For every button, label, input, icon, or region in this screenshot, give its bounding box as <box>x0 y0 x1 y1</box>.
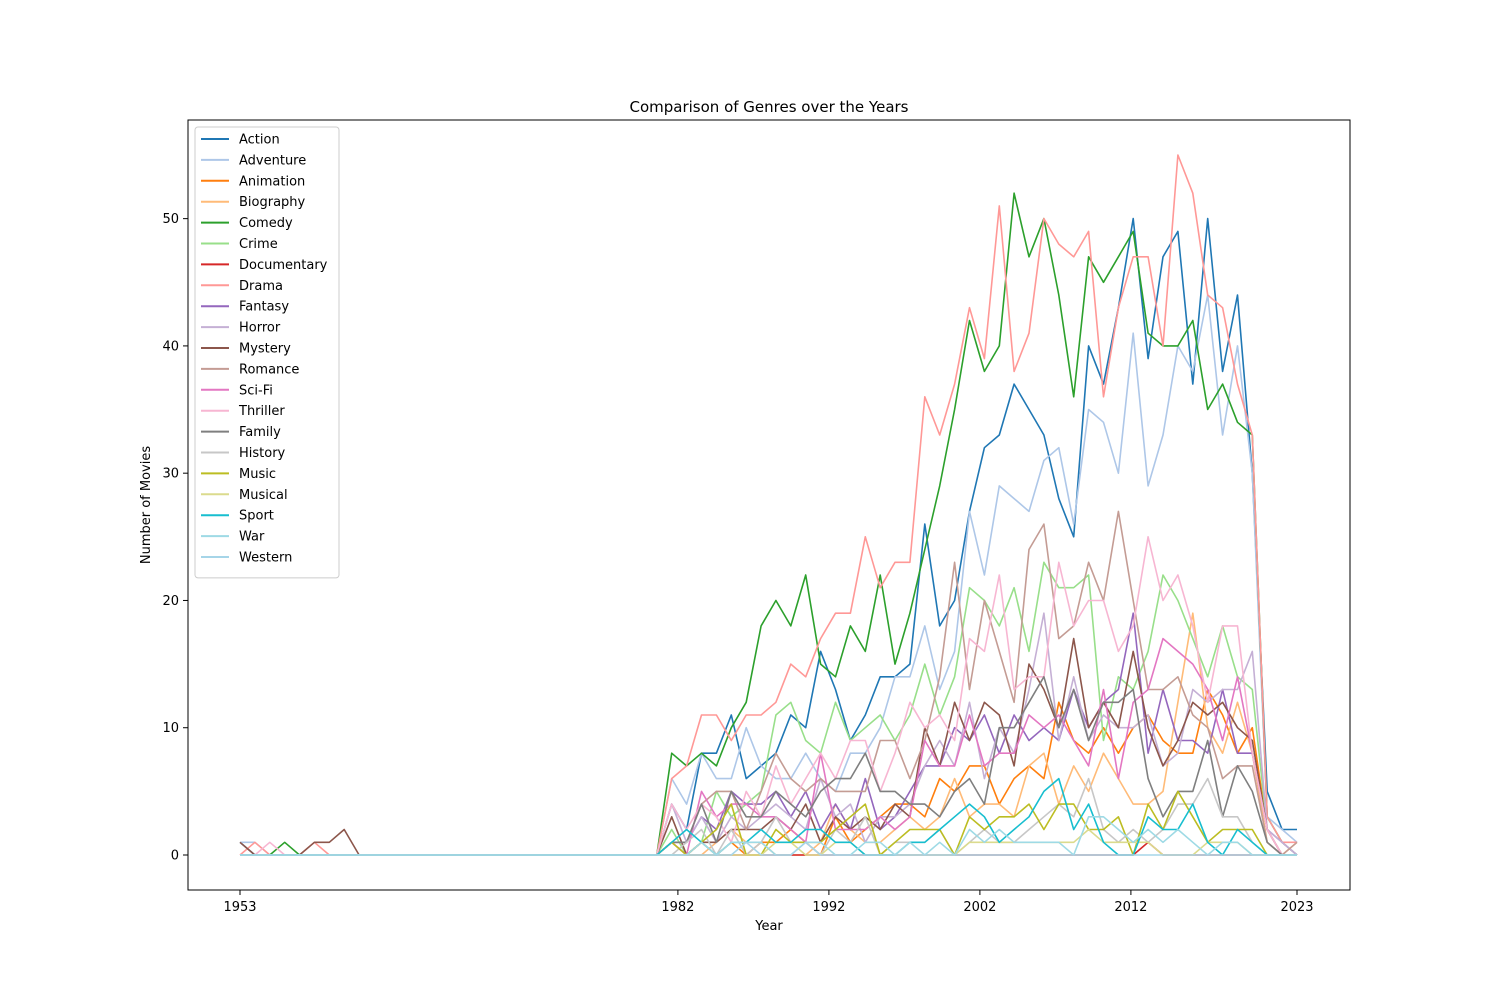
chart-title: Comparison of Genres over the Years <box>630 98 909 116</box>
legend-label: Fantasy <box>239 300 289 315</box>
legend-label: Action <box>239 133 280 148</box>
legend-label: Horror <box>239 321 281 336</box>
series-line-action <box>239 217 1297 856</box>
y-tick-label: 30 <box>162 467 179 482</box>
x-axis: 1953 1982 1992 2002 2012 2023 <box>223 890 1314 915</box>
plot-frame <box>187 119 1351 891</box>
legend-label: Thriller <box>238 404 285 419</box>
y-axis-title: Number of Movies <box>139 446 154 564</box>
x-tick-label: 1982 <box>661 900 694 915</box>
x-tick-label: 2012 <box>1114 900 1147 915</box>
legend-box <box>194 126 340 579</box>
legend-label: Romance <box>239 362 299 377</box>
x-tick-label: 2023 <box>1280 900 1313 915</box>
y-tick-label: 20 <box>162 594 179 609</box>
y-axis: 0 10 20 30 40 50 <box>162 212 188 864</box>
x-tick-label: 2002 <box>963 900 996 915</box>
series-line-mystery <box>239 637 1297 856</box>
legend-label: Music <box>239 467 276 482</box>
legend-label: Adventure <box>239 153 306 168</box>
legend-label: Biography <box>239 195 306 210</box>
y-tick-label: 50 <box>162 212 179 227</box>
x-axis-title: Year <box>754 919 783 934</box>
legend-label: Documentary <box>239 258 328 273</box>
legend-label: Drama <box>239 279 283 294</box>
y-tick-label: 0 <box>171 849 179 864</box>
series-line-horror <box>240 612 1298 856</box>
legend-label: Sport <box>239 509 274 524</box>
legend-label: History <box>239 446 286 461</box>
y-tick-label: 40 <box>162 339 179 354</box>
legend-label: Musical <box>239 488 288 503</box>
series-line-fantasy <box>240 612 1298 856</box>
y-tick-label: 10 <box>162 721 179 736</box>
legend-label: Family <box>239 425 281 440</box>
legend-label: Mystery <box>239 342 291 357</box>
legend-label: Sci-Fi <box>239 383 273 398</box>
legend-label: Crime <box>239 237 278 252</box>
series-line-thriller <box>240 535 1297 856</box>
series-lines <box>239 154 1298 856</box>
legend-label: Western <box>239 551 292 566</box>
x-tick-label: 1953 <box>223 900 256 915</box>
legend-label: Comedy <box>239 216 293 231</box>
legend-label: Animation <box>239 174 305 189</box>
series-line-biography <box>240 612 1298 856</box>
legend: Action Adventure Animation Biography Comedy C… <box>194 126 340 579</box>
legend-label: War <box>239 530 265 545</box>
series-line-western <box>240 841 1297 856</box>
x-tick-label: 1992 <box>812 900 845 915</box>
